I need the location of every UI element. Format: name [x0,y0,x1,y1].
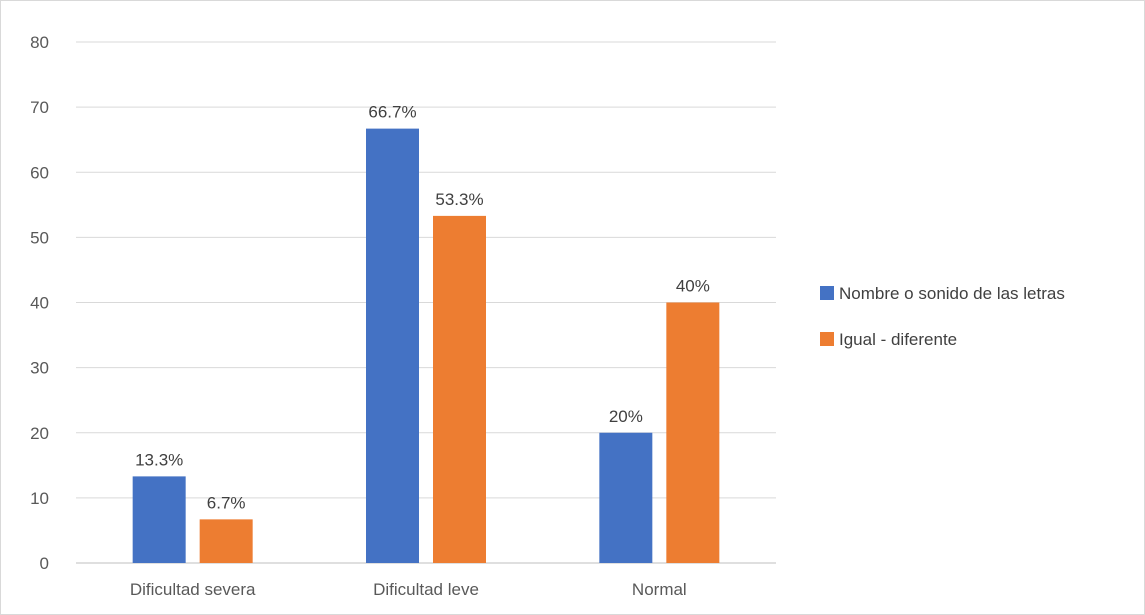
bar [199,519,253,563]
y-axis-ticks: 0 10 20 30 40 50 60 70 80 [30,33,49,573]
y-tick-label: 80 [30,33,49,52]
data-label: 40% [676,277,710,296]
bar [666,302,720,563]
y-tick-label: 60 [30,163,49,182]
bars [132,128,720,564]
x-tick-label: Dificultad severa [130,580,256,599]
data-labels: 13.3% 6.7% 66.7% 53.3% 20% 40% [135,103,710,513]
data-label: 6.7% [207,493,246,512]
y-tick-label: 0 [40,554,49,573]
legend-swatch [820,286,834,300]
gridlines [76,41,776,564]
legend-label: Nombre o sonido de las letras [839,284,1065,303]
bar [366,128,419,563]
y-tick-label: 30 [30,359,49,378]
data-label: 66.7% [368,103,416,122]
x-tick-label: Dificultad leve [373,580,479,599]
y-tick-label: 20 [30,424,49,443]
data-label: 20% [609,407,643,426]
data-label: 13.3% [135,450,183,469]
x-axis-ticks: Dificultad severa Dificultad leve Normal [130,580,687,599]
y-tick-label: 50 [30,228,49,247]
x-tick-label: Normal [632,580,687,599]
legend-label: Igual - diferente [839,330,957,349]
data-label: 53.3% [435,190,483,209]
y-tick-label: 70 [30,98,49,117]
bar [132,476,186,563]
bar [433,215,486,564]
legend: Nombre o sonido de las letras Igual - dif… [820,284,1065,349]
bar [599,432,653,563]
y-tick-label: 10 [30,489,49,508]
y-tick-label: 40 [30,294,49,313]
legend-swatch [820,332,834,346]
